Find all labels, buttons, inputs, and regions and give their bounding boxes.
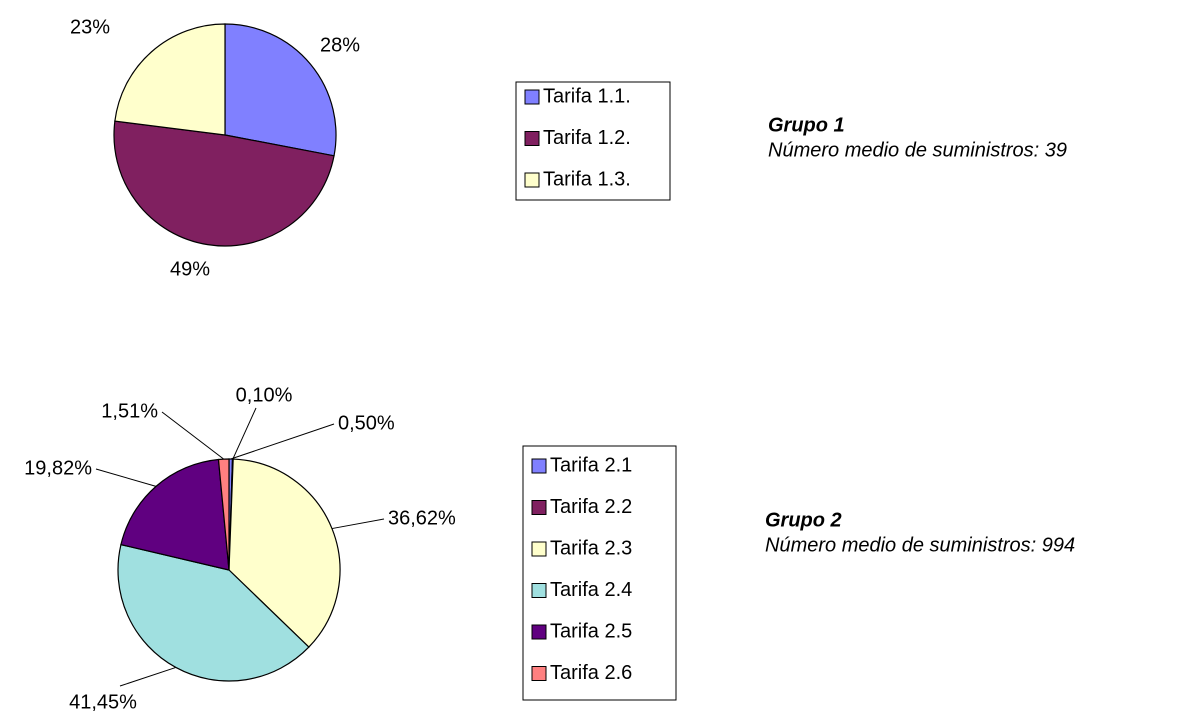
data-label: 36,62% — [388, 507, 456, 529]
legend-box — [522, 445, 677, 701]
group-subtitle: Número medio de suministros: 39 — [768, 139, 1067, 161]
pie-slice — [117, 543, 310, 682]
legend-swatch — [531, 624, 547, 640]
leader-line — [95, 468, 157, 487]
legend-label: Tarifa 2.3 — [550, 537, 632, 559]
legend-label: Tarifa 2.5 — [550, 620, 632, 642]
data-label: 23% — [70, 16, 110, 38]
legend-label: Tarifa 1.2. — [543, 127, 631, 149]
leader-line — [331, 518, 385, 530]
pie-slice — [224, 23, 337, 157]
data-label: 0,50% — [338, 412, 395, 434]
leader-line — [161, 411, 225, 460]
legend-label: Tarifa 1.3. — [543, 168, 631, 190]
data-label: 41,45% — [69, 691, 137, 713]
legend-label: Tarifa 2.4 — [550, 579, 632, 601]
data-label: 1,51% — [101, 400, 158, 422]
legend-label: Tarifa 2.1 — [550, 454, 632, 476]
legend-swatch — [524, 89, 540, 105]
pie-slice — [113, 120, 335, 247]
data-label: 28% — [320, 34, 360, 56]
legend-label: Tarifa 2.2 — [550, 496, 632, 518]
legend-label: Tarifa 1.1. — [543, 85, 631, 107]
pie-slice — [114, 23, 226, 136]
pie-slice — [120, 458, 230, 571]
leader-line — [119, 666, 177, 687]
legend-swatch — [524, 131, 540, 146]
leader-line — [230, 423, 335, 460]
legend-swatch — [531, 458, 547, 474]
data-label: 19,82% — [24, 457, 92, 479]
data-label: 0,10% — [236, 384, 293, 406]
legend-label: Tarifa 2.6 — [550, 662, 632, 684]
legend-swatch — [531, 666, 547, 681]
group-subtitle: Número medio de suministros: 994 — [765, 534, 1075, 556]
legend-swatch — [531, 583, 547, 598]
legend-swatch — [531, 541, 547, 557]
data-label: 49% — [170, 258, 210, 280]
group-title: Grupo 2 — [765, 509, 842, 531]
leader-line — [232, 407, 257, 460]
legend-box — [515, 81, 671, 201]
legend-swatch — [531, 500, 547, 515]
pie-slice — [228, 458, 341, 648]
group-title: Grupo 1 — [768, 114, 845, 136]
legend-swatch — [524, 172, 540, 188]
pie-slice — [217, 458, 230, 571]
